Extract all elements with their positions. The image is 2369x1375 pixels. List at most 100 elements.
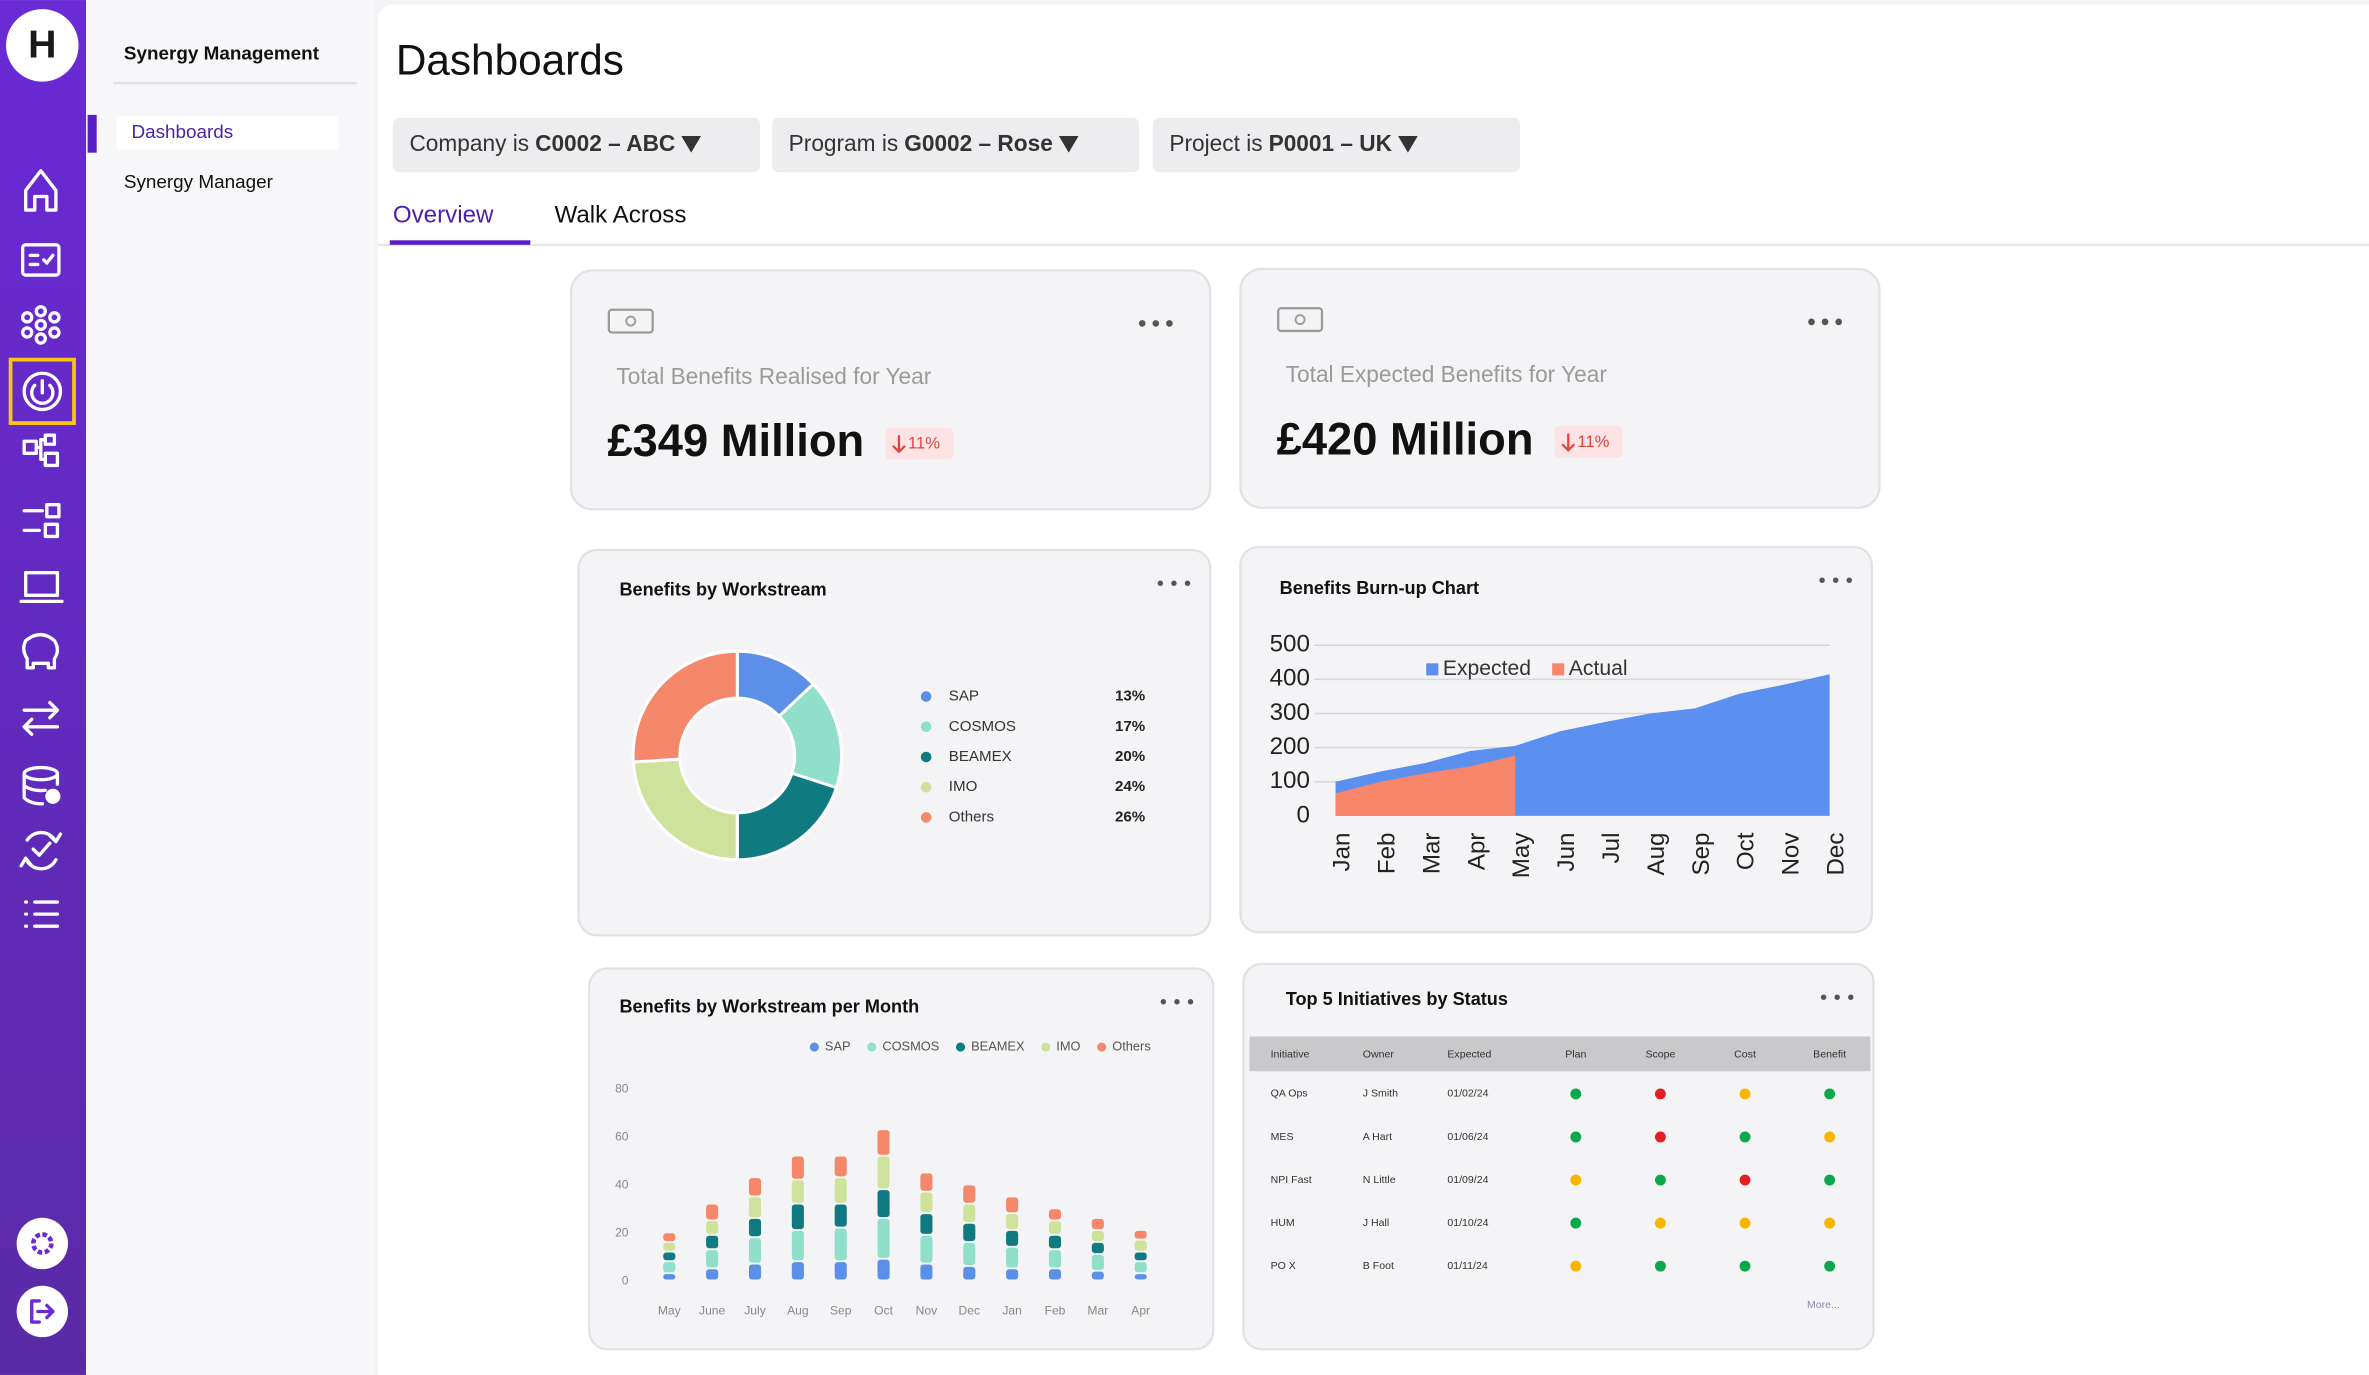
nav-active-bar [87, 114, 97, 153]
menu-dot[interactable] [1157, 580, 1164, 586]
table-cell: QA Ops [1271, 1088, 1308, 1100]
piggy-icon[interactable] [22, 632, 60, 670]
legend-label: COSMOS [949, 718, 1016, 735]
menu-dot[interactable] [1834, 994, 1840, 1000]
legend-dot [920, 721, 932, 733]
bar-segment [791, 1204, 804, 1230]
table-cell: 01/09/24 [1447, 1174, 1488, 1186]
y-tick-label: 0 [622, 1273, 629, 1287]
home-icon[interactable] [24, 169, 58, 212]
dashboard-icon[interactable] [22, 371, 63, 412]
tab[interactable]: Walk Across [554, 202, 686, 229]
menu-dot[interactable] [1835, 318, 1843, 326]
status-dot [1739, 1260, 1751, 1272]
bar-segment [1006, 1214, 1019, 1230]
bar-segment [748, 1197, 762, 1218]
bar-segment [834, 1156, 847, 1177]
bar-segment [963, 1266, 976, 1280]
chart-card [588, 967, 1215, 1351]
x-tick-label: Mar [1087, 1304, 1108, 1318]
menu-dot[interactable] [1820, 994, 1827, 1000]
filter[interactable] [392, 117, 760, 173]
kpi-change: 11% [908, 434, 940, 453]
sidebar-icons [8, 169, 76, 1338]
more-link[interactable]: More... [1807, 1299, 1840, 1311]
status-dot [1570, 1174, 1582, 1186]
legend-label: SAP [825, 1038, 851, 1053]
tab-active-underline [389, 240, 531, 245]
chart-title: Benefits by Workstream [619, 580, 826, 600]
menu-dot[interactable] [1138, 320, 1146, 327]
bar-segment [920, 1235, 933, 1263]
database-icon[interactable] [22, 765, 60, 806]
legend-value: 17% [1115, 718, 1146, 735]
bar-segment [1048, 1269, 1062, 1280]
bar-segment [877, 1259, 890, 1280]
filter[interactable] [772, 117, 1140, 173]
menu-dot[interactable] [1166, 320, 1173, 327]
bar-segment [834, 1178, 847, 1203]
bar-segment [920, 1264, 933, 1280]
menu-dot[interactable] [1160, 999, 1167, 1005]
logo[interactable] [6, 9, 79, 82]
laptop-icon[interactable] [19, 571, 64, 604]
kpi-card [569, 269, 1212, 511]
menu-dot[interactable] [1821, 318, 1829, 326]
secondary-nav [86, 0, 375, 1375]
menu-dot[interactable] [1174, 999, 1180, 1005]
list-icon[interactable] [24, 900, 60, 928]
status-dot [1739, 1174, 1751, 1186]
money-icon [607, 308, 654, 334]
bar-segment [920, 1173, 933, 1191]
money-icon-dot [1294, 314, 1306, 326]
bar-segment [663, 1233, 676, 1242]
hierarchy-icon[interactable] [22, 433, 60, 468]
menu-dot[interactable] [1819, 577, 1825, 583]
x-tick-label: Jun [1553, 833, 1580, 872]
network-icon[interactable] [21, 305, 61, 345]
bar-segment [1091, 1230, 1104, 1242]
sync-icon[interactable] [19, 830, 63, 871]
money-icon [1277, 307, 1324, 333]
nav-item-active[interactable] [116, 116, 339, 150]
table-cell: A Hart [1363, 1131, 1392, 1143]
kpi-down-arrow [892, 435, 906, 454]
bar-segment [1134, 1240, 1147, 1251]
x-tick-label: Jan [1002, 1304, 1021, 1318]
menu-dot[interactable] [1808, 318, 1815, 326]
transfer-icon[interactable] [22, 700, 60, 736]
x-tick-label: Feb [1373, 833, 1400, 875]
bar-segment [963, 1242, 976, 1266]
x-tick-label: Aug [1643, 833, 1670, 876]
settings-list-icon[interactable] [22, 503, 61, 539]
legend-dot [920, 751, 932, 763]
status-dot [1824, 1260, 1836, 1272]
bar-segment [748, 1178, 762, 1196]
y-tick-label: 100 [1270, 767, 1310, 794]
menu-dot[interactable] [1184, 580, 1191, 586]
x-tick-label: Feb [1045, 1304, 1066, 1318]
kpi-value: £420 Million [1277, 414, 1534, 465]
money-icon-dot [625, 315, 637, 327]
table-column-header: Benefit [1813, 1048, 1846, 1060]
settings-button[interactable] [16, 1217, 68, 1270]
menu-dot[interactable] [1832, 577, 1839, 583]
menu-dot[interactable] [1187, 999, 1194, 1005]
menu-dot[interactable] [1848, 994, 1854, 1000]
tasks-icon[interactable] [21, 243, 61, 277]
nav-item[interactable]: Synergy Manager [124, 172, 273, 193]
menu-dot[interactable] [1846, 577, 1852, 583]
menu-dot[interactable] [1152, 320, 1160, 327]
area [1335, 755, 1516, 816]
legend-value: 24% [1115, 778, 1146, 795]
table-column-header: Plan [1565, 1048, 1586, 1060]
legend-label: BEAMEX [971, 1038, 1025, 1053]
bar-segment [706, 1221, 719, 1234]
tab[interactable]: Overview [393, 202, 494, 229]
status-dot [1654, 1131, 1666, 1143]
nav-item[interactable]: Dashboards [131, 122, 233, 143]
bar-segment [877, 1130, 890, 1155]
filter[interactable] [1152, 117, 1520, 173]
bar-segment [963, 1223, 976, 1242]
menu-dot[interactable] [1171, 580, 1177, 586]
